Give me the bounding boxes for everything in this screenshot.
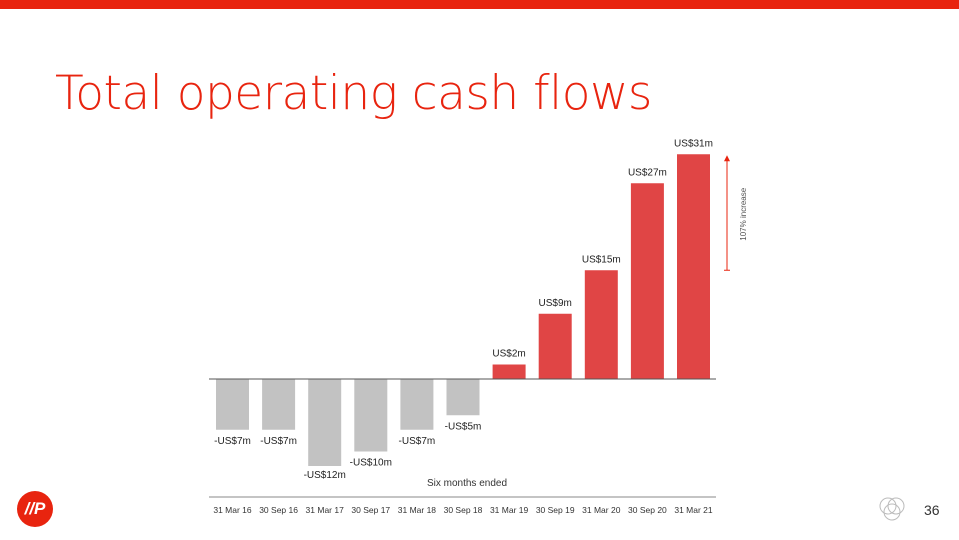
value-label: -US$12m [304, 470, 346, 481]
bar-30-sep-16 [262, 379, 296, 430]
x-tick-label: 30 Sep 18 [444, 505, 483, 515]
bar-30-sep-18 [446, 379, 480, 416]
increase-arrow-head [724, 155, 730, 162]
bar-31-mar-17 [308, 379, 342, 466]
company-logo: //P [17, 491, 53, 527]
x-tick-label: 31 Mar 20 [582, 505, 621, 515]
page-title: Total operating cash flows [55, 66, 652, 121]
bar-31-mar-18 [400, 379, 434, 430]
bar-31-mar-21 [677, 154, 710, 379]
x-tick-label: 31 Mar 21 [674, 505, 713, 515]
bar-31-mar-19 [492, 364, 526, 379]
increase-label: 107% increase [739, 187, 748, 240]
bar-31-mar-20 [584, 270, 618, 379]
increase-annotation: 107% increase [724, 155, 748, 271]
top-accent-bar [0, 0, 959, 9]
page-number: 36 [924, 502, 940, 518]
value-label: -US$5m [445, 421, 482, 432]
value-label: -US$7m [260, 436, 297, 447]
value-label: US$2m [492, 349, 525, 360]
value-label: US$31m [674, 138, 713, 149]
value-label: -US$7m [399, 436, 436, 447]
x-tick-label: 30 Sep 20 [628, 505, 667, 515]
value-label: US$27m [628, 167, 667, 178]
x-tick-label: 31 Mar 18 [398, 505, 437, 515]
x-tick-label: 31 Mar 16 [213, 505, 252, 515]
bar-31-mar-16 [216, 379, 249, 430]
x-tick-label: 30 Sep 16 [259, 505, 298, 515]
circles-decoration-icon [879, 497, 905, 521]
x-tick-label: 30 Sep 17 [351, 505, 390, 515]
bar-30-sep-17 [354, 379, 388, 452]
x-tick-label: 31 Mar 17 [306, 505, 345, 515]
bar-30-sep-20 [630, 183, 664, 379]
x-tick-label: 31 Mar 19 [490, 505, 529, 515]
value-label: -US$10m [350, 458, 392, 469]
value-label: US$9m [539, 298, 572, 309]
value-label: -US$7m [214, 436, 251, 447]
x-tick-label: 30 Sep 19 [536, 505, 575, 515]
bar-30-sep-19 [538, 313, 572, 379]
x-axis-title: Six months ended [427, 478, 507, 489]
value-label: US$15m [582, 254, 621, 265]
